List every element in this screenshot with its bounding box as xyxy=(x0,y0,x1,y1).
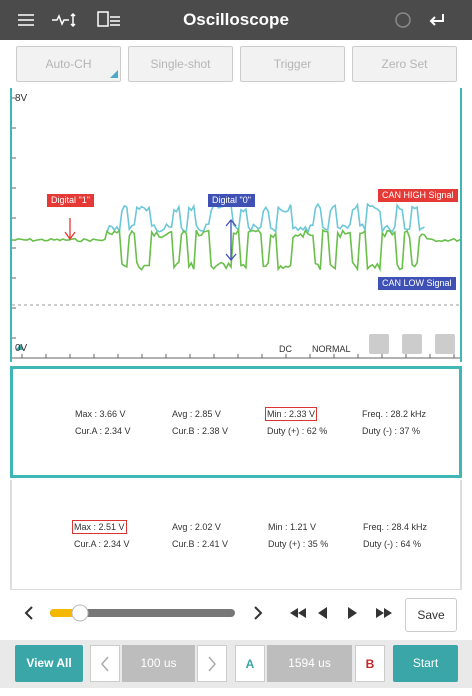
cursor-a-button[interactable]: A xyxy=(235,645,265,682)
scope-view: 8V 0V Digital "1" Digital "0" CAN HIGH S… xyxy=(10,88,462,362)
title: Oscilloscope xyxy=(183,10,289,29)
freq: Freq. : 28.2 kHz xyxy=(362,409,427,419)
max: Max : 3.66 V xyxy=(75,409,126,419)
can-high-label: CAN HIGH Signal xyxy=(378,189,458,202)
cur-b: Cur.B : 2.38 V xyxy=(172,426,229,436)
bottom-voltage-label: 0V xyxy=(15,343,28,354)
top-voltage-label: 8V xyxy=(15,93,28,104)
zero-marker xyxy=(16,344,24,350)
max: Max : 2.51 V xyxy=(72,520,127,534)
dropdown-corner xyxy=(110,70,118,78)
auto-ch-button[interactable]: Auto-CH xyxy=(16,46,121,82)
cursor-b-button[interactable]: B xyxy=(355,645,385,682)
min: Min : 2.33 V xyxy=(264,407,318,421)
cur-a: Cur.A : 2.34 V xyxy=(75,426,131,436)
cur-b: Cur.B : 2.41 V xyxy=(172,539,229,549)
next-scale-button[interactable] xyxy=(197,645,227,682)
coupling: DC xyxy=(279,344,292,354)
can-low-label: CAN LOW Signal xyxy=(378,277,456,290)
duty-minus: Duty (-) : 64 % xyxy=(363,539,422,549)
prev-scale-button[interactable] xyxy=(90,645,120,682)
freq: Freq. : 28.4 kHz xyxy=(363,522,428,532)
trigger-button[interactable]: Trigger xyxy=(240,46,345,82)
mode: NORMAL xyxy=(312,344,351,354)
top-icons xyxy=(18,11,444,28)
save-button[interactable]: Save xyxy=(405,598,457,632)
cur-a: Cur.A : 2.34 V xyxy=(74,539,130,549)
single-shot-button[interactable]: Single-shot xyxy=(128,46,233,82)
playback-controls[interactable] xyxy=(0,594,472,638)
start-button[interactable]: Start xyxy=(393,645,458,682)
scope-tools[interactable] xyxy=(367,334,459,356)
duty-plus: Duty (+) : 35 % xyxy=(268,539,329,549)
duty-plus: Duty (+) : 62 % xyxy=(267,426,328,436)
avg: Avg : 2.02 V xyxy=(172,522,221,532)
digital-0-label: Digital "0" xyxy=(208,194,255,207)
zero-set-button[interactable]: Zero Set xyxy=(352,46,457,82)
can-low-trace xyxy=(12,227,460,273)
digital-1-label: Digital "1" xyxy=(47,194,94,207)
chevron-right xyxy=(208,656,216,672)
min: Min : 1.21 V xyxy=(268,522,317,532)
chevron-left xyxy=(101,656,109,672)
measurement-panel-1: Max : 3.66 V Avg : 2.85 V Min : 2.33 V F… xyxy=(10,366,462,478)
measurement-panel-2: Max : 2.51 V Avg : 2.02 V Min : 1.21 V F… xyxy=(10,480,462,590)
avg: Avg : 2.85 V xyxy=(172,409,221,419)
digital-0-arrow xyxy=(225,218,237,262)
time-scale: 100 us xyxy=(122,645,195,682)
top-bar: Oscilloscope xyxy=(0,0,472,40)
digital-1-arrow xyxy=(64,218,76,241)
duty-minus: Duty (-) : 37 % xyxy=(362,426,421,436)
cursor-position: 1594 us xyxy=(267,645,352,682)
view-all-button[interactable]: View All xyxy=(15,645,83,682)
can-high-trace xyxy=(106,202,425,235)
waveform-area xyxy=(12,97,460,359)
